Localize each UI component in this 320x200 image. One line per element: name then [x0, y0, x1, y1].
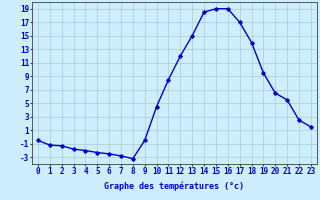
X-axis label: Graphe des températures (°c): Graphe des températures (°c)	[104, 181, 244, 191]
